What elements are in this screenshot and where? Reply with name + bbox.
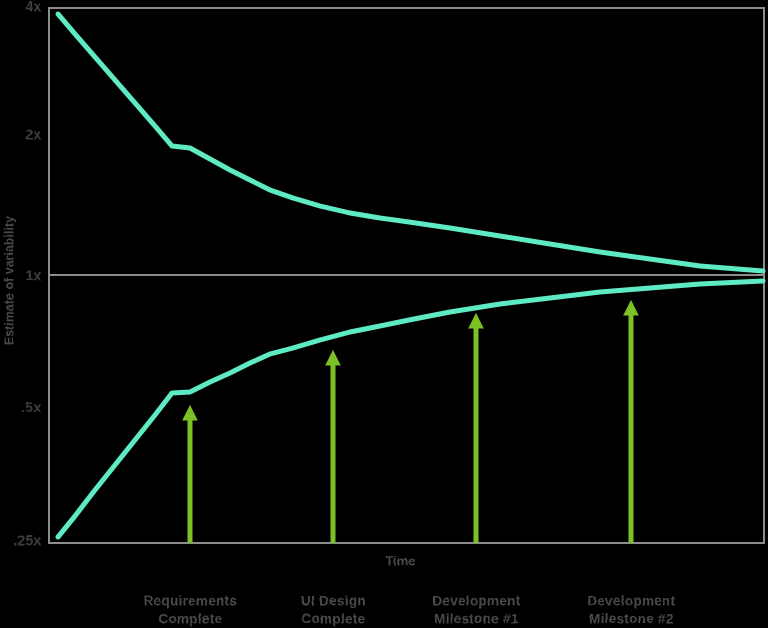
svg-text:Development: Development: [432, 593, 520, 608]
svg-text:.5x: .5x: [21, 400, 41, 416]
svg-text:UI Design: UI Design: [301, 593, 366, 608]
svg-text:Requirements: Requirements: [143, 593, 237, 608]
svg-text:Milestone #2: Milestone #2: [589, 611, 674, 626]
svg-text:2x: 2x: [25, 127, 41, 143]
svg-text:1x: 1x: [25, 268, 41, 284]
svg-text:4x: 4x: [25, 0, 41, 15]
svg-text:Milestone #1: Milestone #1: [434, 611, 519, 626]
svg-text:Estimate of variability: Estimate of variability: [2, 216, 16, 345]
svg-text:.25x: .25x: [13, 533, 41, 549]
svg-text:Complete: Complete: [158, 611, 222, 626]
svg-text:Time: Time: [385, 553, 415, 568]
svg-text:Complete: Complete: [301, 611, 365, 626]
svg-text:Development: Development: [587, 593, 675, 608]
